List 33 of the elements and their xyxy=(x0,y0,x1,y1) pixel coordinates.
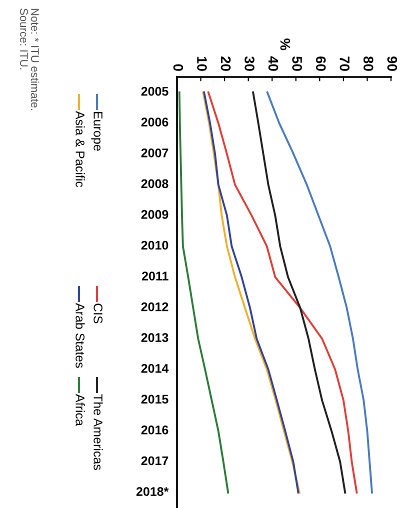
x-tick-label: 30 xyxy=(244,56,254,71)
text: Note: * ITU estimate. xyxy=(31,8,40,110)
y-tick-label: 2010 xyxy=(141,240,168,250)
y-tick-label: 2015 xyxy=(141,394,168,404)
x-tick-label: 70 xyxy=(340,56,350,71)
x-tick-label: 60 xyxy=(316,56,326,71)
y-tick-label: 2009 xyxy=(141,210,168,219)
x-tick-label: 90 xyxy=(387,56,398,71)
y-tick-label: 2017 xyxy=(141,456,168,466)
y-tick-label: 2016 xyxy=(141,426,168,434)
x-tick-label: 20 xyxy=(220,56,231,71)
y-tick-label: 2008 xyxy=(141,179,168,188)
legend-label: Africa xyxy=(76,394,85,426)
x2-axis-title: % xyxy=(280,38,290,50)
y-tick-label: 2018* xyxy=(136,487,169,496)
y-tick-label: 2006 xyxy=(141,118,168,127)
y-tick-label: 2013 xyxy=(141,333,168,342)
y-tick-label: 2005 xyxy=(141,86,168,96)
y-tick-label: 2011 xyxy=(142,272,168,280)
legend-label: CIS xyxy=(94,304,102,324)
legend-label: Arab States xyxy=(76,303,85,368)
x-tick-label: 50 xyxy=(292,56,302,71)
x-tick-label: 0 xyxy=(173,64,184,71)
legend-label: The Americas xyxy=(94,394,103,470)
legend-label: Asia & Pacific xyxy=(76,111,85,188)
x-tick-label: 80 xyxy=(363,56,374,71)
y-tick-label: 2007 xyxy=(141,148,168,158)
source-note: Source: ITU. xyxy=(20,8,28,70)
y-tick-label: 2014 xyxy=(141,364,169,373)
x-tick-label: 40 xyxy=(268,56,278,71)
legend-label: Europe xyxy=(91,112,102,151)
y-tick-label: 2012 xyxy=(141,302,168,312)
x-tick-label: 10 xyxy=(197,56,207,71)
